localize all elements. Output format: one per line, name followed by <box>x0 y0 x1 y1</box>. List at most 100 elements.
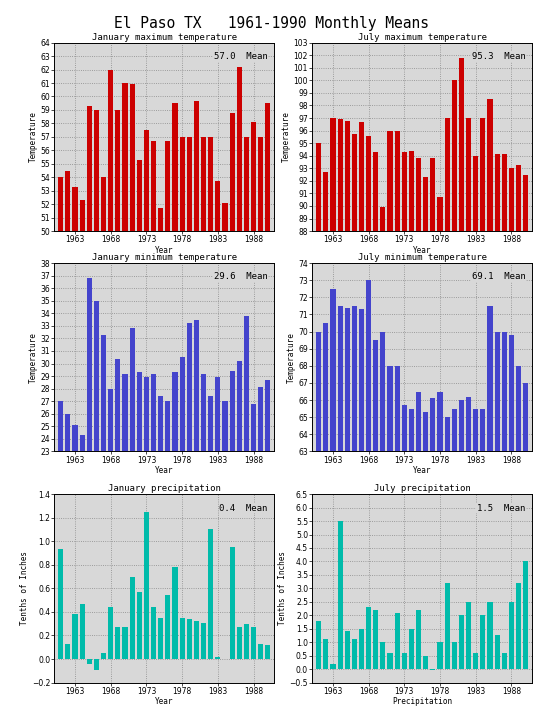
Bar <box>516 583 521 669</box>
Bar <box>180 137 185 711</box>
Bar <box>430 398 435 711</box>
Bar <box>330 289 336 711</box>
X-axis label: Year: Year <box>155 697 174 706</box>
Title: July maximum temperature: July maximum temperature <box>358 33 487 42</box>
Text: 57.0  Mean: 57.0 Mean <box>214 52 268 61</box>
Bar <box>338 119 343 711</box>
Title: January minimum temperature: January minimum temperature <box>92 253 237 262</box>
Bar <box>180 618 185 659</box>
Bar <box>488 306 493 711</box>
Title: January precipitation: January precipitation <box>108 484 220 493</box>
X-axis label: Year: Year <box>155 466 174 475</box>
Bar <box>122 627 128 659</box>
Y-axis label: Temperature: Temperature <box>29 332 37 383</box>
Bar <box>395 613 400 669</box>
Bar <box>165 141 171 711</box>
Bar <box>438 392 443 711</box>
Bar <box>172 567 178 659</box>
Bar <box>122 373 128 711</box>
Bar <box>395 131 400 711</box>
Y-axis label: Temperature: Temperature <box>282 112 291 162</box>
Bar <box>423 656 428 669</box>
Bar <box>409 409 414 711</box>
Bar <box>158 396 163 711</box>
Bar <box>438 642 443 669</box>
Bar <box>459 58 464 711</box>
Bar <box>481 118 485 711</box>
Bar <box>380 207 386 711</box>
Bar <box>452 80 457 711</box>
Bar <box>388 653 393 669</box>
Bar <box>316 143 321 711</box>
Bar <box>230 112 235 711</box>
Bar <box>172 373 178 711</box>
Bar <box>466 118 471 711</box>
Bar <box>137 592 142 659</box>
Bar <box>208 137 213 711</box>
Bar <box>187 137 192 711</box>
Bar <box>65 171 71 711</box>
Bar <box>423 177 428 711</box>
Bar <box>373 152 378 711</box>
Bar <box>72 425 78 711</box>
Bar <box>495 331 500 711</box>
Bar <box>481 615 485 669</box>
Text: 69.1  Mean: 69.1 Mean <box>472 272 526 282</box>
Bar <box>452 409 457 711</box>
Bar <box>516 366 521 711</box>
Bar <box>215 378 220 711</box>
Bar <box>237 627 242 659</box>
Bar <box>423 412 428 711</box>
Bar <box>80 200 85 711</box>
Bar <box>352 134 357 711</box>
Bar <box>130 328 135 711</box>
Bar <box>495 154 500 711</box>
Bar <box>223 203 228 711</box>
Bar <box>230 371 235 711</box>
Bar <box>445 583 450 669</box>
Title: January maximum temperature: January maximum temperature <box>92 33 237 42</box>
Bar <box>115 358 121 711</box>
Y-axis label: Tenths of Inches: Tenths of Inches <box>278 551 287 626</box>
Bar <box>194 320 199 711</box>
Bar <box>445 118 450 711</box>
Bar <box>144 378 149 711</box>
Bar <box>65 643 71 659</box>
Bar <box>244 624 249 659</box>
Y-axis label: Tenths of Inches: Tenths of Inches <box>20 551 29 626</box>
Bar <box>330 664 336 669</box>
Bar <box>87 106 92 711</box>
Bar <box>251 122 256 711</box>
Bar <box>94 659 99 670</box>
Bar <box>201 137 206 711</box>
Bar <box>473 156 478 711</box>
Bar <box>58 550 64 659</box>
Bar <box>338 306 343 711</box>
Text: 29.6  Mean: 29.6 Mean <box>214 272 268 282</box>
Bar <box>80 435 85 711</box>
Bar <box>237 67 242 711</box>
Bar <box>359 122 364 711</box>
Bar <box>416 159 421 711</box>
Bar <box>94 110 99 711</box>
Bar <box>516 164 521 711</box>
Bar <box>323 639 329 669</box>
Bar <box>215 181 220 711</box>
Bar <box>58 177 64 711</box>
Bar <box>165 401 171 711</box>
Bar <box>244 316 249 711</box>
Bar <box>115 110 121 711</box>
Bar <box>151 141 156 711</box>
Bar <box>201 373 206 711</box>
Bar <box>265 103 270 711</box>
Bar <box>402 405 407 711</box>
X-axis label: Year: Year <box>155 245 174 255</box>
Bar <box>345 631 350 669</box>
Bar <box>101 653 106 659</box>
X-axis label: Precipitation: Precipitation <box>392 697 452 706</box>
Bar <box>488 602 493 669</box>
Bar <box>258 387 263 711</box>
Bar <box>108 607 113 659</box>
Bar <box>430 159 435 711</box>
Bar <box>94 301 99 711</box>
